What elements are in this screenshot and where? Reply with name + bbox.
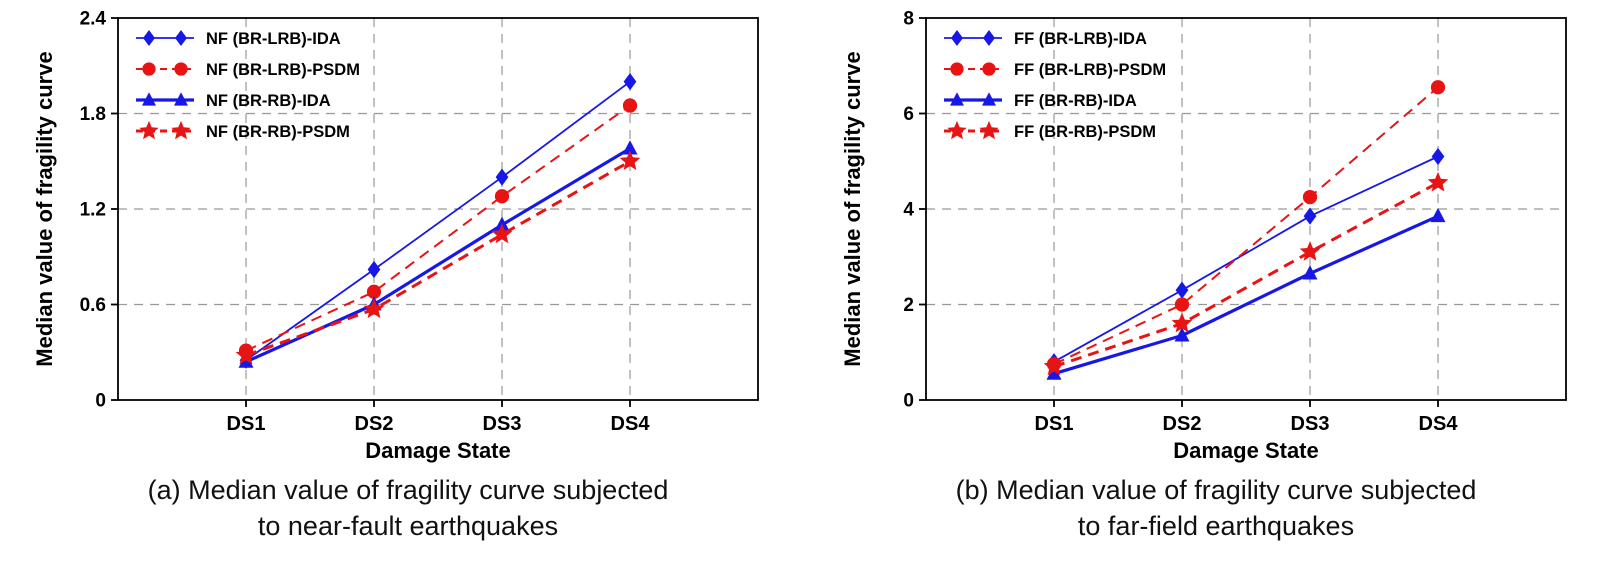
chart-a-canvas: 0 0.6 1.2 1.8 2.4 DS1 DS2 DS3 DS4 Damage State Med…: [32, 9, 759, 463]
svg-text:1.8: 1.8: [80, 104, 106, 125]
svg-text:Median value of fragility curv: Median value of fragility curve: [840, 51, 865, 366]
chart-a-caption-line2: to near-fault earthquakes: [257, 511, 559, 542]
chart-a-caption: (a) Median value of fragility curve subj…: [148, 472, 669, 545]
svg-text:0: 0: [95, 391, 106, 412]
svg-text:DS2: DS2: [1163, 413, 1202, 435]
chart-a-caption-line1: (a) Median value of fragility curve subj…: [147, 475, 669, 505]
svg-text:1.2: 1.2: [80, 200, 106, 221]
svg-text:FF (BR-RB)-IDA: FF (BR-RB)-IDA: [1014, 92, 1137, 110]
svg-text:0.6: 0.6: [80, 295, 106, 316]
svg-text:NF (BR-RB)-PSDM: NF (BR-RB)-PSDM: [206, 123, 350, 141]
svg-text:Damage State: Damage State: [1173, 438, 1319, 463]
chart-b-caption: (b) Median value of fragility curve subj…: [956, 472, 1477, 545]
chart-b: 0 2 4 6 8 DS1 DS2 DS3 DS4 Damage State Median valu…: [836, 4, 1596, 545]
chart-a: 0 0.6 1.2 1.8 2.4 DS1 DS2 DS3 DS4 Damage State Med…: [28, 4, 788, 545]
chart-b-caption-line2: to far-field earthquakes: [1077, 511, 1355, 542]
svg-text:NF (BR-LRB)-IDA: NF (BR-LRB)-IDA: [206, 30, 341, 48]
svg-text:DS3: DS3: [483, 413, 522, 435]
chart-b-canvas: 0 2 4 6 8 DS1 DS2 DS3 DS4 Damage State Median valu…: [840, 9, 1567, 463]
svg-text:FF (BR-LRB)-PSDM: FF (BR-LRB)-PSDM: [1014, 61, 1166, 79]
svg-text:DS4: DS4: [611, 413, 651, 435]
svg-text:Median value of fragility curv: Median value of fragility curve: [32, 51, 57, 366]
svg-text:DS4: DS4: [1419, 413, 1459, 435]
svg-text:6: 6: [903, 104, 914, 125]
svg-text:NF (BR-RB)-IDA: NF (BR-RB)-IDA: [206, 92, 331, 110]
svg-text:0: 0: [903, 391, 914, 412]
svg-text:DS1: DS1: [227, 413, 266, 435]
svg-text:2.4: 2.4: [80, 9, 107, 30]
svg-text:DS1: DS1: [1035, 413, 1074, 435]
svg-text:4: 4: [903, 200, 914, 221]
svg-text:NF (BR-LRB)-PSDM: NF (BR-LRB)-PSDM: [206, 61, 360, 79]
svg-text:Damage State: Damage State: [365, 438, 511, 463]
svg-text:2: 2: [903, 295, 914, 316]
svg-text:DS3: DS3: [1291, 413, 1330, 435]
svg-text:FF (BR-LRB)-IDA: FF (BR-LRB)-IDA: [1014, 30, 1147, 48]
svg-text:8: 8: [903, 9, 914, 30]
svg-text:DS2: DS2: [355, 413, 394, 435]
chart-b-caption-line1: (b) Median value of fragility curve subj…: [955, 475, 1477, 505]
svg-text:FF (BR-RB)-PSDM: FF (BR-RB)-PSDM: [1014, 123, 1156, 141]
